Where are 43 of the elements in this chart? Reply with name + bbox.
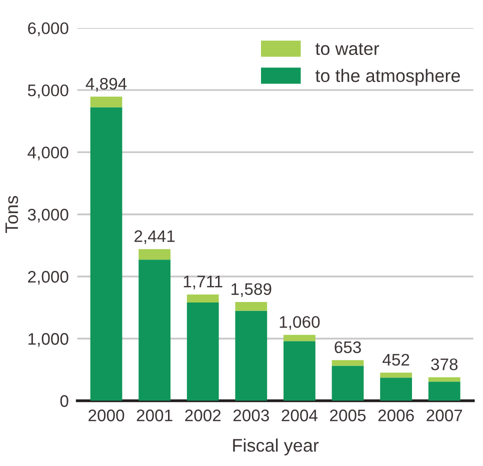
total-label: 452 <box>382 354 410 366</box>
y-tick-label: 4,000 <box>28 146 68 160</box>
x-tick-label: 2000 <box>88 410 124 422</box>
total-label: 1,711 <box>184 276 222 290</box>
bar <box>284 334 316 342</box>
total-label: 4,894 <box>86 78 127 92</box>
y-tick-label: 1,000 <box>28 333 68 347</box>
bar <box>235 302 268 311</box>
bar <box>186 294 219 303</box>
bar <box>235 310 268 401</box>
x-axis-title: Fiscal year <box>233 438 319 456</box>
bar <box>380 378 412 401</box>
y-tick-label: 0 <box>60 395 68 407</box>
x-tick-label: 2004 <box>282 410 318 422</box>
bar <box>90 96 122 108</box>
total-label: 1,060 <box>280 316 320 330</box>
x-tick-label: 2005 <box>330 410 366 422</box>
total-label: 378 <box>431 358 458 370</box>
legend-label: to water <box>315 43 380 56</box>
y-axis-title: Tons <box>6 196 18 234</box>
bar <box>332 366 364 401</box>
x-tick-label: 2001 <box>136 410 172 422</box>
total-label: 1,589 <box>232 283 272 297</box>
bar <box>428 377 460 382</box>
bar <box>284 341 316 401</box>
bar <box>138 260 170 401</box>
y-tick-label: 2,000 <box>28 270 68 285</box>
x-tick-label: 2002 <box>185 410 221 422</box>
bar <box>138 249 170 260</box>
bar <box>90 107 122 401</box>
x-tick-label: 2007 <box>426 410 462 422</box>
x-tick-label: 2003 <box>233 410 269 422</box>
total-label: 2,441 <box>134 230 175 244</box>
bar <box>380 372 412 378</box>
total-label: 653 <box>334 341 361 354</box>
x-tick-label: 2006 <box>378 410 414 422</box>
bar <box>428 382 460 401</box>
bar <box>332 360 364 366</box>
legend-label: to the atmosphere <box>315 68 460 86</box>
y-tick-label: 3,000 <box>28 208 68 223</box>
y-tick-label: 6,000 <box>28 22 68 36</box>
bar <box>186 302 219 401</box>
y-tick-label: 5,000 <box>28 84 68 98</box>
